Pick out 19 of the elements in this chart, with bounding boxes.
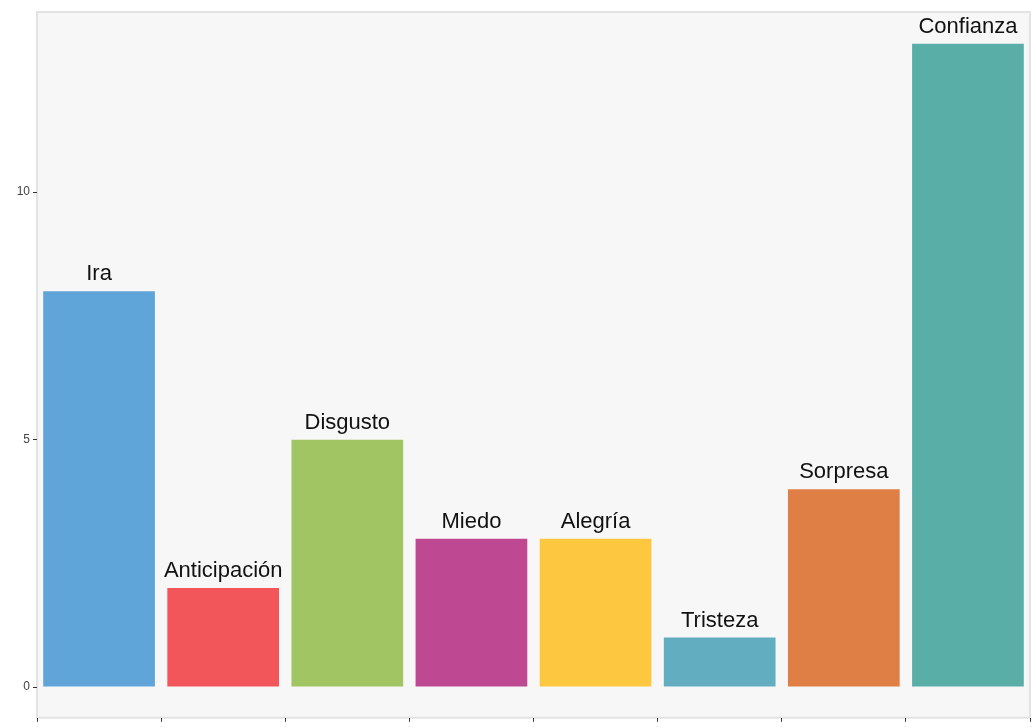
bar <box>43 291 155 687</box>
bar <box>663 637 776 687</box>
bar <box>291 439 404 687</box>
x-tick-label: Tristeza <box>680 606 760 632</box>
bar <box>167 588 280 687</box>
x-tick-label: Miedo <box>441 507 502 533</box>
x-tick-label: Alegría <box>560 507 632 533</box>
x-tick-label: Disgusto <box>304 408 391 434</box>
x-tick-label: Ira <box>86 260 113 286</box>
bar <box>912 43 1024 687</box>
x-tick-label: Sorpresa <box>799 458 890 484</box>
bar <box>539 538 652 687</box>
y-tick-label: 0 <box>23 679 31 694</box>
bar <box>415 538 528 687</box>
bar <box>787 489 900 687</box>
y-tick-label: 10 <box>16 184 31 199</box>
x-tick-label: Confianza <box>918 12 1019 38</box>
y-tick-label: 5 <box>23 431 31 446</box>
x-tick-label: Anticipación <box>163 557 283 583</box>
